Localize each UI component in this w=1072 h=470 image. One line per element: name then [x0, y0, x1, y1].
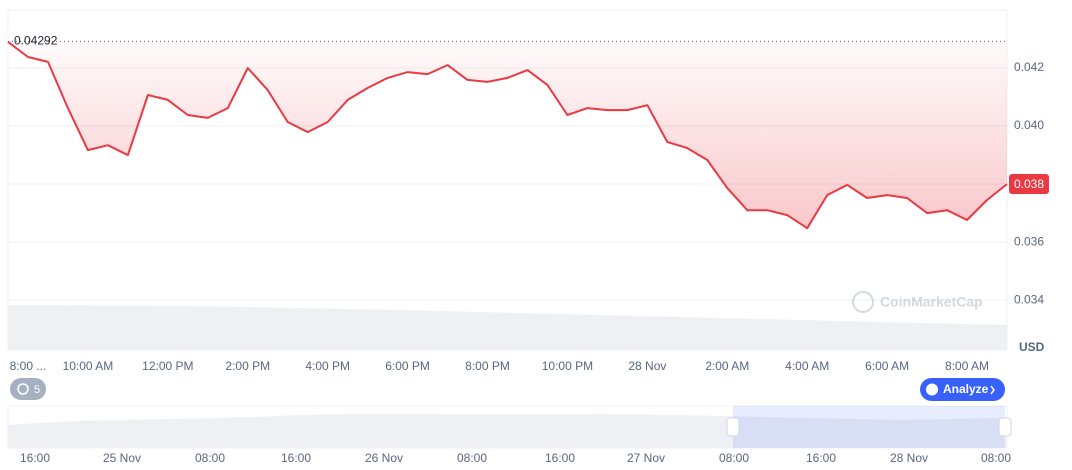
- area: [8, 41, 1007, 229]
- x-tick-label: 2:00 PM: [225, 359, 270, 373]
- y-tick-label: 0.040: [1014, 118, 1044, 132]
- navigator-label: 16:00: [806, 451, 836, 465]
- navigator-label: 28 Nov: [890, 451, 928, 465]
- x-tick-label: 8:00 ...: [10, 359, 47, 373]
- x-tick-label: 12:00 PM: [142, 359, 193, 373]
- x-tick-label: 6:00 PM: [385, 359, 430, 373]
- x-tick-label: 10:00 PM: [542, 359, 593, 373]
- navigator-selection[interactable]: [733, 406, 1005, 448]
- watermark: CoinMarketCap: [852, 291, 983, 313]
- reference-label: 0.04292: [14, 34, 58, 48]
- navigator-label: 16:00: [20, 451, 50, 465]
- x-tick-label: 4:00 AM: [785, 359, 829, 373]
- y-tick-label: 0.036: [1014, 234, 1044, 248]
- current-price-label: 0.038: [1014, 177, 1044, 191]
- y-tick-label: 0.042: [1014, 60, 1044, 74]
- navigator-label: 25 Nov: [103, 451, 141, 465]
- zoom-icon: [17, 383, 29, 395]
- volume-area: [8, 305, 1007, 350]
- analyze-button[interactable]: [920, 378, 1005, 401]
- x-tick-label: 28 Nov: [628, 359, 666, 373]
- navigator-label: 26 Nov: [365, 451, 403, 465]
- analyze-arrow: [990, 385, 995, 395]
- x-tick-label: 8:00 PM: [465, 359, 510, 373]
- navigator-handle[interactable]: [726, 417, 740, 437]
- navigator-area: [8, 413, 1007, 448]
- navigator-label: 08:00: [195, 451, 225, 465]
- navigator-label: 16:00: [545, 451, 575, 465]
- current-price-badge: [1009, 174, 1049, 195]
- y-unit: USD: [1019, 340, 1045, 354]
- x-tick-label: 2:00 AM: [705, 359, 749, 373]
- navigator-label: 08:00: [457, 451, 487, 465]
- navigator-label: 16:00: [281, 451, 311, 465]
- x-tick-label: 6:00 AM: [865, 359, 909, 373]
- x-tick-label: 10:00 AM: [63, 359, 114, 373]
- y-tick-label: 0.034: [1014, 292, 1044, 306]
- zoom-badge-text: 5: [34, 384, 40, 396]
- navigator-handle[interactable]: [998, 417, 1012, 437]
- navigator-label: 08:00: [981, 451, 1011, 465]
- watermark-text: CoinMarketCap: [880, 294, 983, 310]
- x-tick-label: 4:00 PM: [305, 359, 350, 373]
- navigator-label: 27 Nov: [627, 451, 665, 465]
- x-tick-label: 8:00 AM: [945, 359, 989, 373]
- navigator-label: 08:00: [719, 451, 749, 465]
- price-line: [7, 41, 1008, 230]
- analyze-icon: [926, 383, 938, 396]
- analyze-button-text: Analyze: [943, 382, 989, 396]
